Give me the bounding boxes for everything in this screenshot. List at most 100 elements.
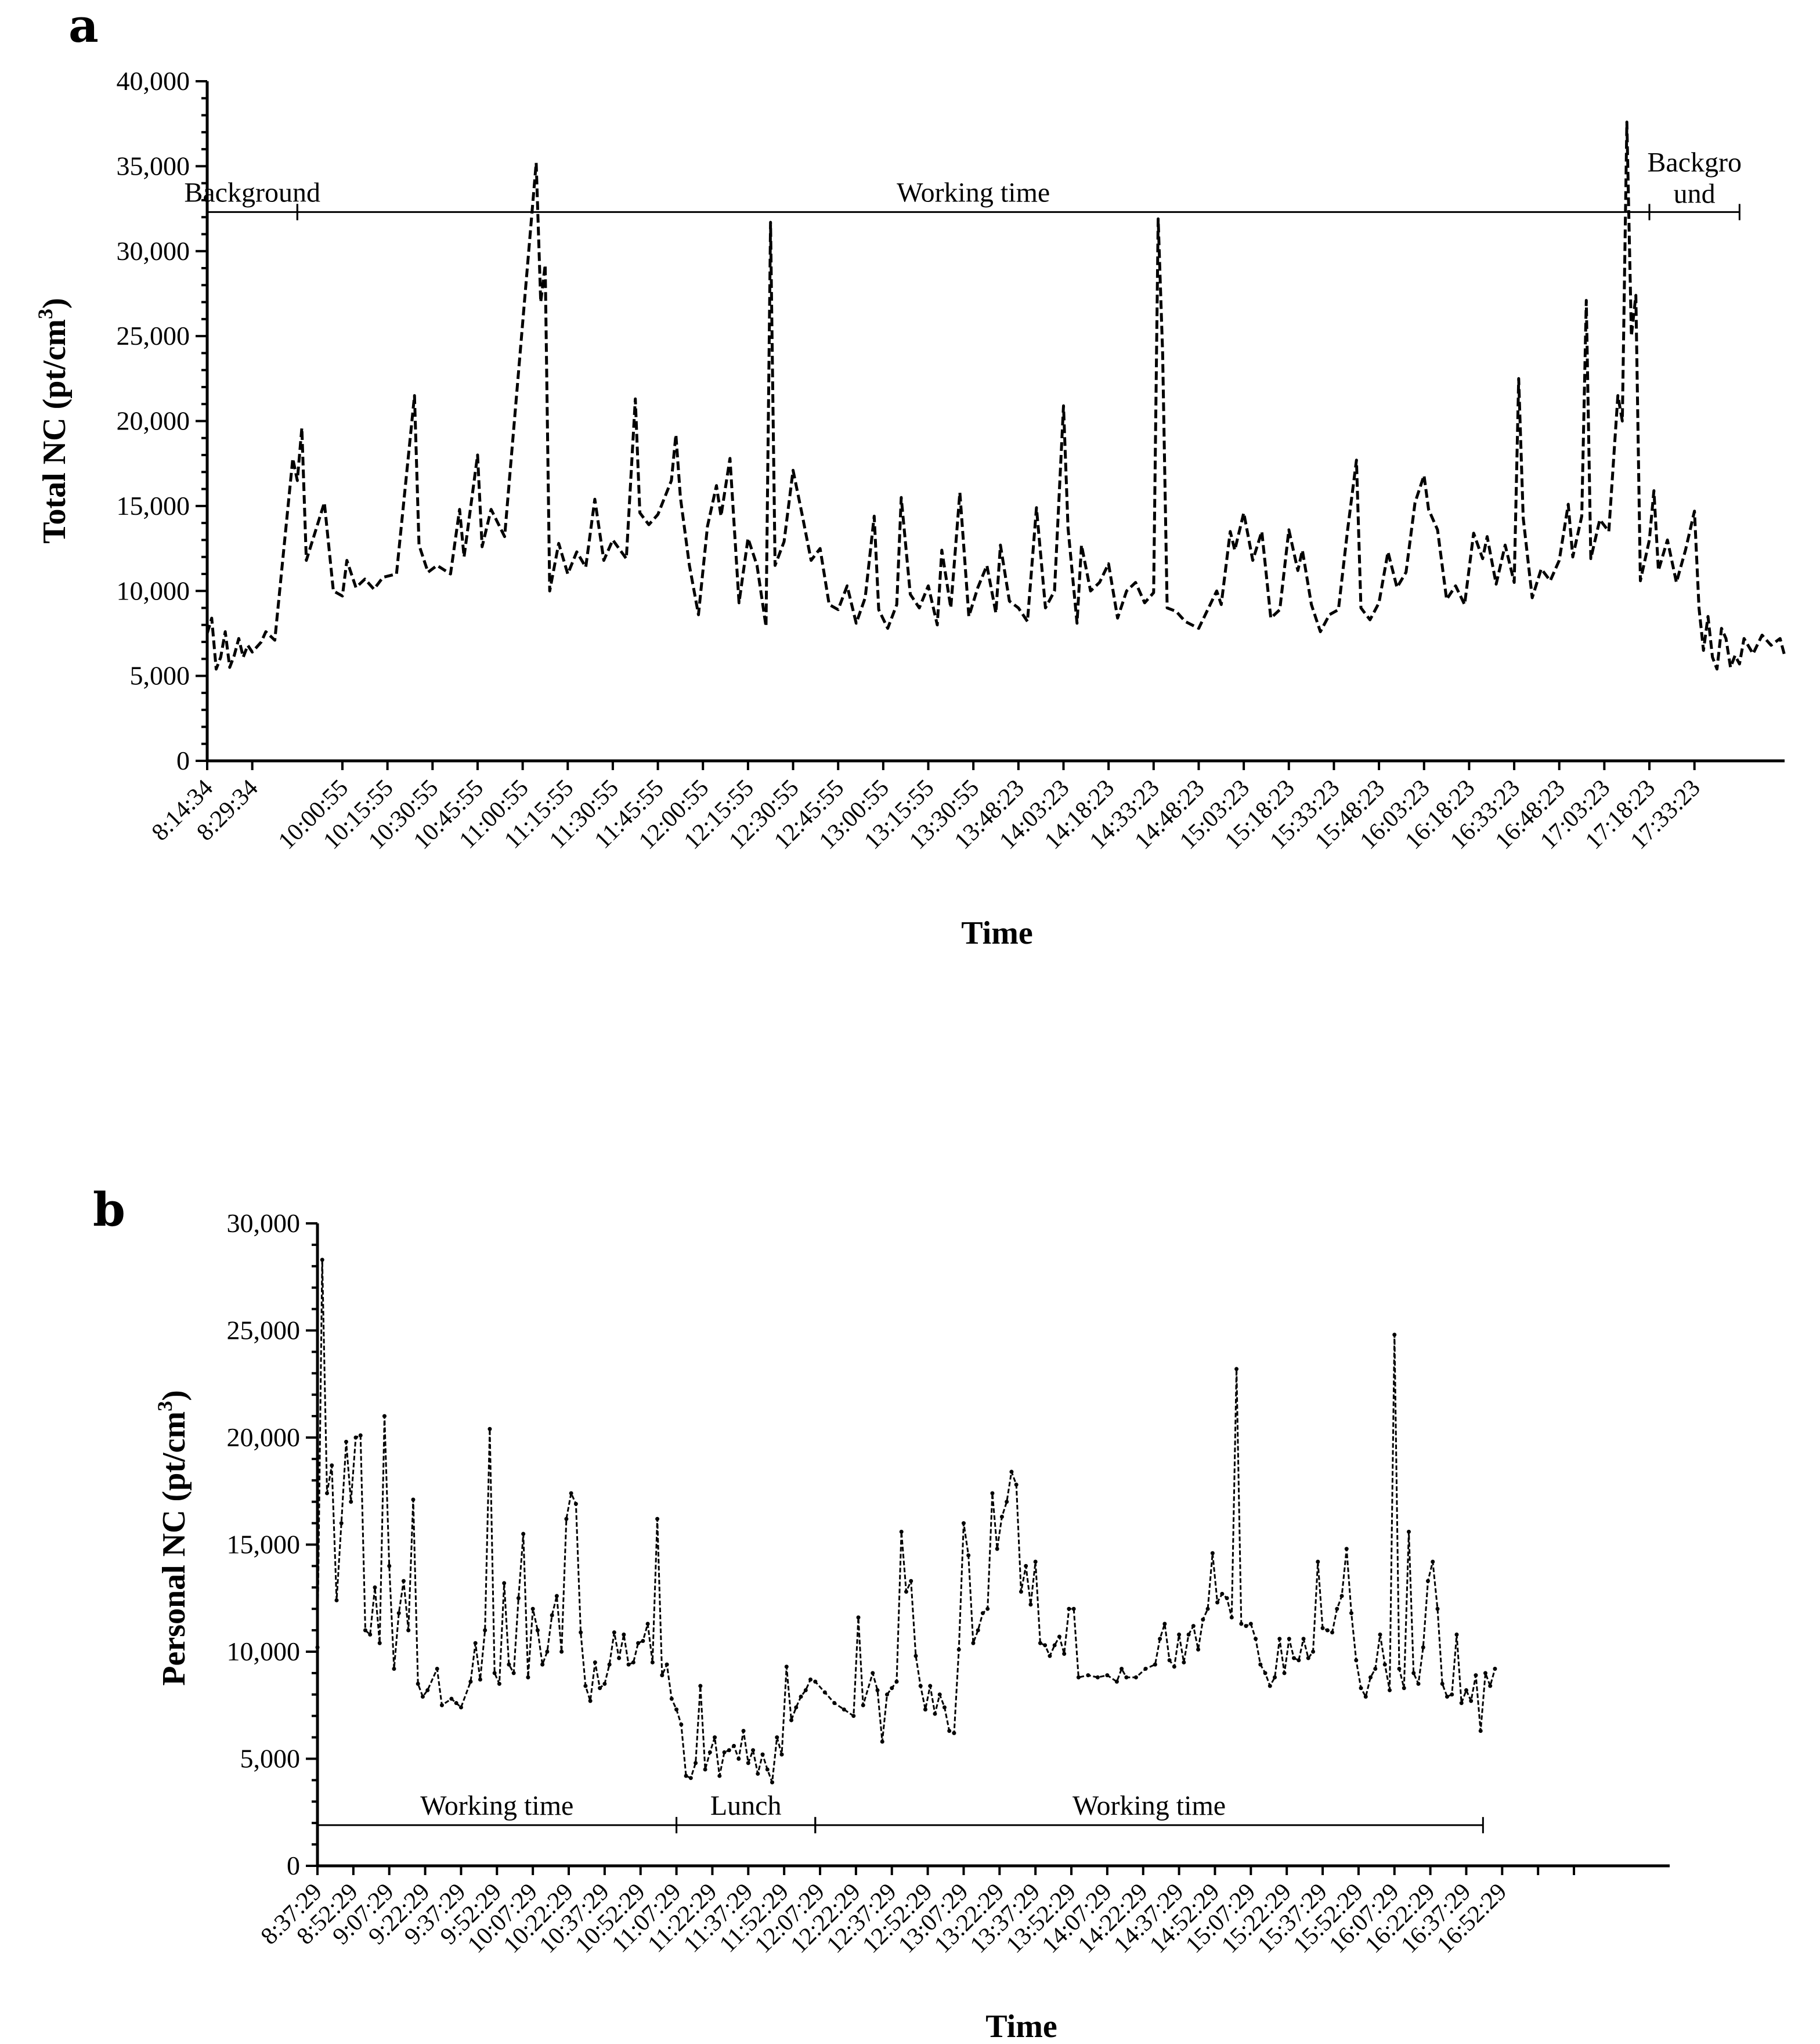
data-point	[1363, 1694, 1368, 1699]
data-point	[579, 1630, 583, 1635]
data-point	[856, 1615, 861, 1620]
data-point	[1254, 1637, 1258, 1641]
data-point	[1182, 1660, 1186, 1664]
y-tick-label: 35,000	[117, 151, 190, 180]
data-point	[1248, 1622, 1253, 1626]
data-point	[1474, 1673, 1478, 1678]
data-point	[401, 1579, 406, 1583]
data-point	[808, 1677, 813, 1682]
phase-label: Backgro	[1647, 147, 1742, 178]
panel-a-y-axis-title: Total NC (pt/cm3)	[34, 298, 73, 543]
data-point	[617, 1656, 622, 1660]
data-point	[880, 1739, 884, 1744]
data-point	[454, 1701, 458, 1706]
panel-a-y-axis-title-main: Total NC (pt/cm	[37, 319, 73, 544]
data-point	[1033, 1559, 1038, 1564]
data-point	[1277, 1637, 1282, 1641]
data-point	[420, 1694, 425, 1699]
data-point	[1469, 1699, 1474, 1703]
data-point	[832, 1701, 837, 1706]
data-point	[425, 1688, 430, 1692]
data-point	[871, 1671, 875, 1675]
data-point	[990, 1491, 995, 1496]
data-point	[660, 1673, 665, 1678]
data-point	[1306, 1656, 1310, 1660]
data-point	[492, 1671, 497, 1675]
panel-b-series-line	[316, 1259, 1496, 1783]
data-point	[799, 1694, 803, 1699]
panel-a-x-axis-title: Time	[961, 915, 1032, 951]
data-point	[516, 1596, 521, 1601]
data-point	[530, 1606, 535, 1611]
data-point	[713, 1735, 717, 1740]
data-point	[569, 1491, 573, 1496]
data-point	[622, 1632, 626, 1637]
data-point	[1392, 1332, 1397, 1337]
data-point	[1114, 1680, 1119, 1684]
data-point	[1124, 1675, 1129, 1680]
data-point	[411, 1497, 416, 1502]
data-point	[1095, 1675, 1100, 1680]
data-point	[1009, 1469, 1014, 1474]
data-point	[1229, 1615, 1234, 1620]
data-point	[765, 1767, 770, 1772]
data-point	[1378, 1632, 1382, 1637]
data-point	[851, 1714, 856, 1718]
data-point	[1133, 1675, 1138, 1680]
data-point	[583, 1684, 588, 1688]
data-point	[966, 1553, 971, 1558]
data-point	[559, 1649, 564, 1654]
data-point	[1344, 1547, 1349, 1551]
data-point	[1459, 1701, 1464, 1706]
data-point	[937, 1692, 942, 1697]
data-point	[1196, 1647, 1201, 1652]
y-tick-label: 5,000	[130, 661, 190, 691]
data-point	[1105, 1673, 1110, 1678]
data-point	[751, 1748, 756, 1753]
data-point	[344, 1439, 348, 1444]
data-point	[588, 1699, 593, 1703]
data-point	[822, 1690, 827, 1695]
data-point	[1368, 1675, 1373, 1680]
data-point	[320, 1258, 324, 1262]
data-point	[918, 1684, 923, 1688]
data-point	[645, 1622, 650, 1626]
data-point	[626, 1662, 631, 1667]
data-point	[784, 1664, 789, 1669]
data-point	[458, 1705, 463, 1710]
data-point	[416, 1681, 420, 1686]
phase-label: Lunch	[710, 1790, 782, 1821]
data-point	[746, 1761, 750, 1765]
data-point	[1205, 1606, 1210, 1611]
data-point	[1445, 1694, 1449, 1699]
data-point	[770, 1780, 775, 1785]
data-point	[511, 1671, 516, 1675]
data-point	[1210, 1551, 1215, 1555]
data-point	[995, 1547, 999, 1551]
data-point	[688, 1776, 693, 1781]
data-point	[1158, 1637, 1162, 1641]
panel-a-y-axis-title-close: )	[37, 298, 73, 309]
data-point	[1421, 1645, 1425, 1650]
data-point	[1301, 1637, 1306, 1641]
data-point	[1483, 1671, 1487, 1675]
data-point	[373, 1585, 377, 1590]
data-point	[1052, 1643, 1057, 1648]
data-point	[1311, 1649, 1316, 1654]
data-point	[636, 1641, 641, 1645]
y-tick-label: 30,000	[227, 1208, 301, 1238]
data-point	[358, 1433, 363, 1438]
data-point	[884, 1692, 889, 1697]
data-point	[1263, 1671, 1268, 1675]
data-point	[1292, 1656, 1297, 1660]
data-point	[387, 1563, 392, 1568]
data-point	[679, 1722, 684, 1727]
data-point	[961, 1521, 966, 1526]
data-point	[1282, 1671, 1287, 1675]
data-point	[396, 1611, 401, 1616]
data-point	[521, 1532, 526, 1536]
panel-b-y-axis-title-main: Personal NC (pt/cm	[156, 1411, 192, 1686]
data-point	[1406, 1529, 1411, 1534]
data-point	[1201, 1617, 1205, 1622]
y-tick-label: 20,000	[117, 406, 190, 436]
